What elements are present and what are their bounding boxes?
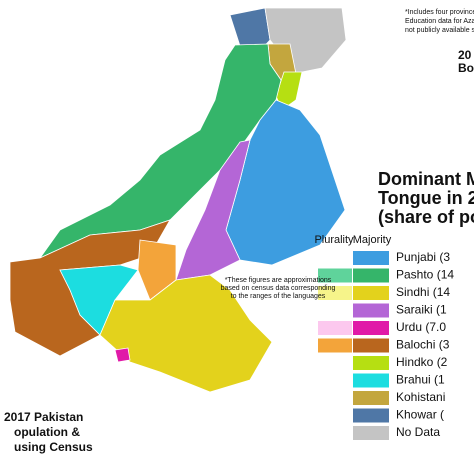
note: *These figures are approximations: [225, 277, 332, 284]
swatch-majority: [353, 268, 389, 283]
legend-label: Pashto (14: [396, 268, 454, 282]
legend-label: Balochi (3: [396, 338, 450, 352]
legend-label: Khowar (: [396, 408, 444, 422]
swatch-plurality: [318, 338, 352, 353]
swatch-majority: [353, 391, 389, 405]
swatch-majority: [353, 251, 389, 265]
title: Dominant Mo: [378, 169, 474, 189]
legend-label: Hindko (2: [396, 355, 448, 369]
swatch-majority: [353, 373, 389, 388]
legend-header: Plurality: [314, 234, 354, 246]
legend-label: Punjabi (3: [396, 250, 450, 264]
top-note: Education data for Azad Kash: [405, 18, 474, 25]
legend-label: Kohistani: [396, 390, 445, 404]
swatch-majority: [353, 356, 389, 370]
region-sindhi: [99, 274, 273, 393]
source: opulation &: [14, 425, 80, 439]
legend-header: Majority: [353, 234, 392, 246]
note: to the ranges of the languages: [231, 293, 326, 300]
corner-text: Bo: [458, 61, 474, 75]
swatch-plurality: [318, 321, 352, 335]
texts: Dominant MoTongue in 2(share of popu Plur…: [4, 9, 474, 454]
map: [9, 7, 347, 393]
title: (share of popu: [378, 207, 474, 227]
source: 2017 Pakistan: [4, 410, 83, 424]
swatch-majority: [353, 321, 389, 335]
region-urdu: [114, 347, 131, 363]
legend-label: No Data: [396, 425, 440, 439]
source: using Census: [14, 440, 93, 454]
legend-label: Urdu (7.0: [396, 320, 446, 334]
swatch-plurality: [318, 268, 352, 283]
swatch-plurality: [318, 286, 352, 300]
legend-label: Saraiki (1: [396, 303, 447, 317]
legend-label: Brahui (1: [396, 373, 445, 387]
swatch-majority: [353, 338, 389, 353]
swatch-majority: [353, 426, 389, 440]
title: Tongue in 2: [378, 188, 474, 208]
top-note: not publicly available s: [405, 27, 474, 34]
swatch-majority: [353, 408, 389, 423]
swatch-majority: [353, 286, 389, 300]
top-note: *Includes four provinces and: [405, 9, 474, 16]
corner-text: 20: [458, 48, 472, 62]
legend-label: Sindhi (14: [396, 285, 450, 299]
swatch-majority: [353, 303, 389, 318]
note: based on census data corresponding: [221, 285, 336, 292]
